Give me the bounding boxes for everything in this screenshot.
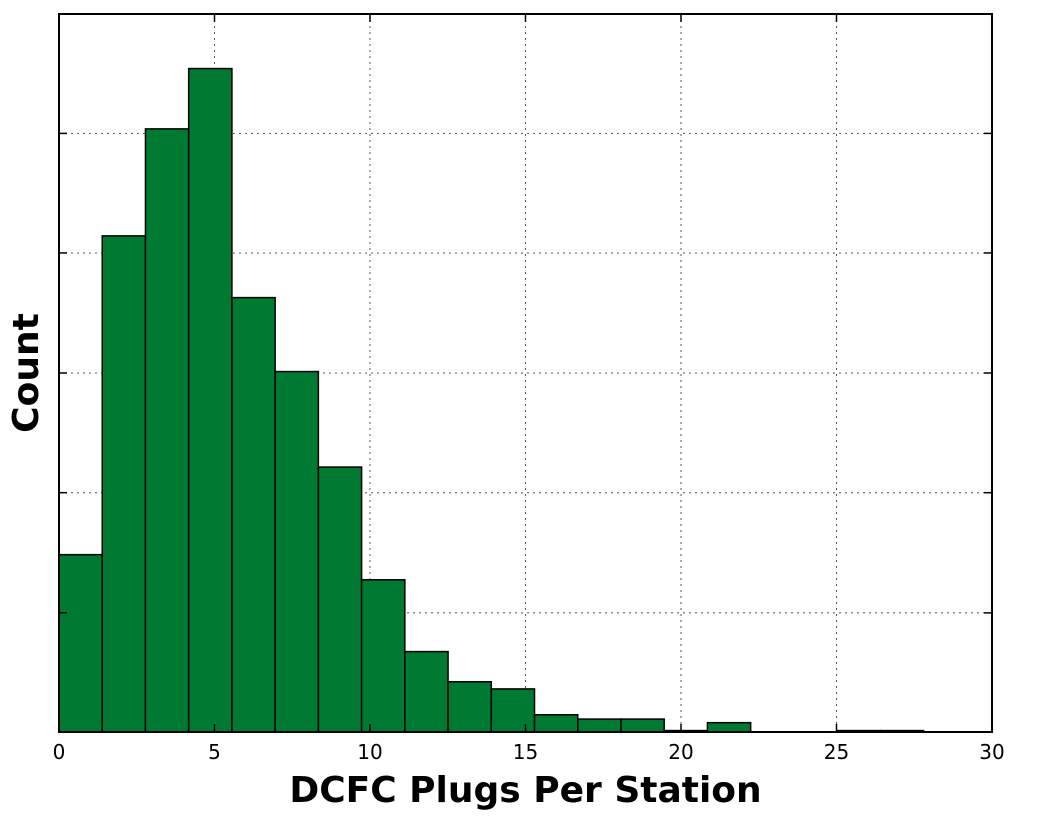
histogram-bar-3 [187, 67, 233, 733]
histogram-bar-1 [101, 235, 147, 733]
bars [58, 67, 925, 733]
histogram-bar-2 [144, 128, 190, 733]
x-tick-label-0: 0 [53, 740, 66, 764]
histogram-bar-10 [490, 688, 536, 733]
histogram-bar-9 [447, 680, 493, 733]
y-axis-title: Count [6, 313, 47, 433]
x-tick-label-15: 15 [513, 740, 538, 764]
histogram-bar-11 [533, 714, 579, 733]
histogram-bar-8 [404, 650, 449, 733]
histogram-bar-12 [576, 718, 622, 733]
x-tick-label-10: 10 [357, 740, 382, 764]
histogram-bar-6 [317, 466, 363, 733]
histogram-bar-7 [360, 579, 406, 733]
x-tick-labels: 0 5 10 15 20 25 30 [53, 740, 1005, 764]
histogram-bar-15 [706, 721, 752, 733]
x-tick-label-30: 30 [979, 740, 1004, 764]
x-tick-label-25: 25 [824, 740, 849, 764]
x-tick-label-5: 5 [208, 740, 221, 764]
histogram-bar-5 [274, 370, 320, 733]
histogram-bar-0 [58, 553, 103, 733]
plot-frame [58, 13, 993, 733]
histogram-bar-13 [620, 718, 665, 733]
x-tick-label-20: 20 [668, 740, 693, 764]
histogram-bar-4 [231, 296, 276, 733]
x-axis-title: DCFC Plugs Per Station [289, 770, 761, 811]
